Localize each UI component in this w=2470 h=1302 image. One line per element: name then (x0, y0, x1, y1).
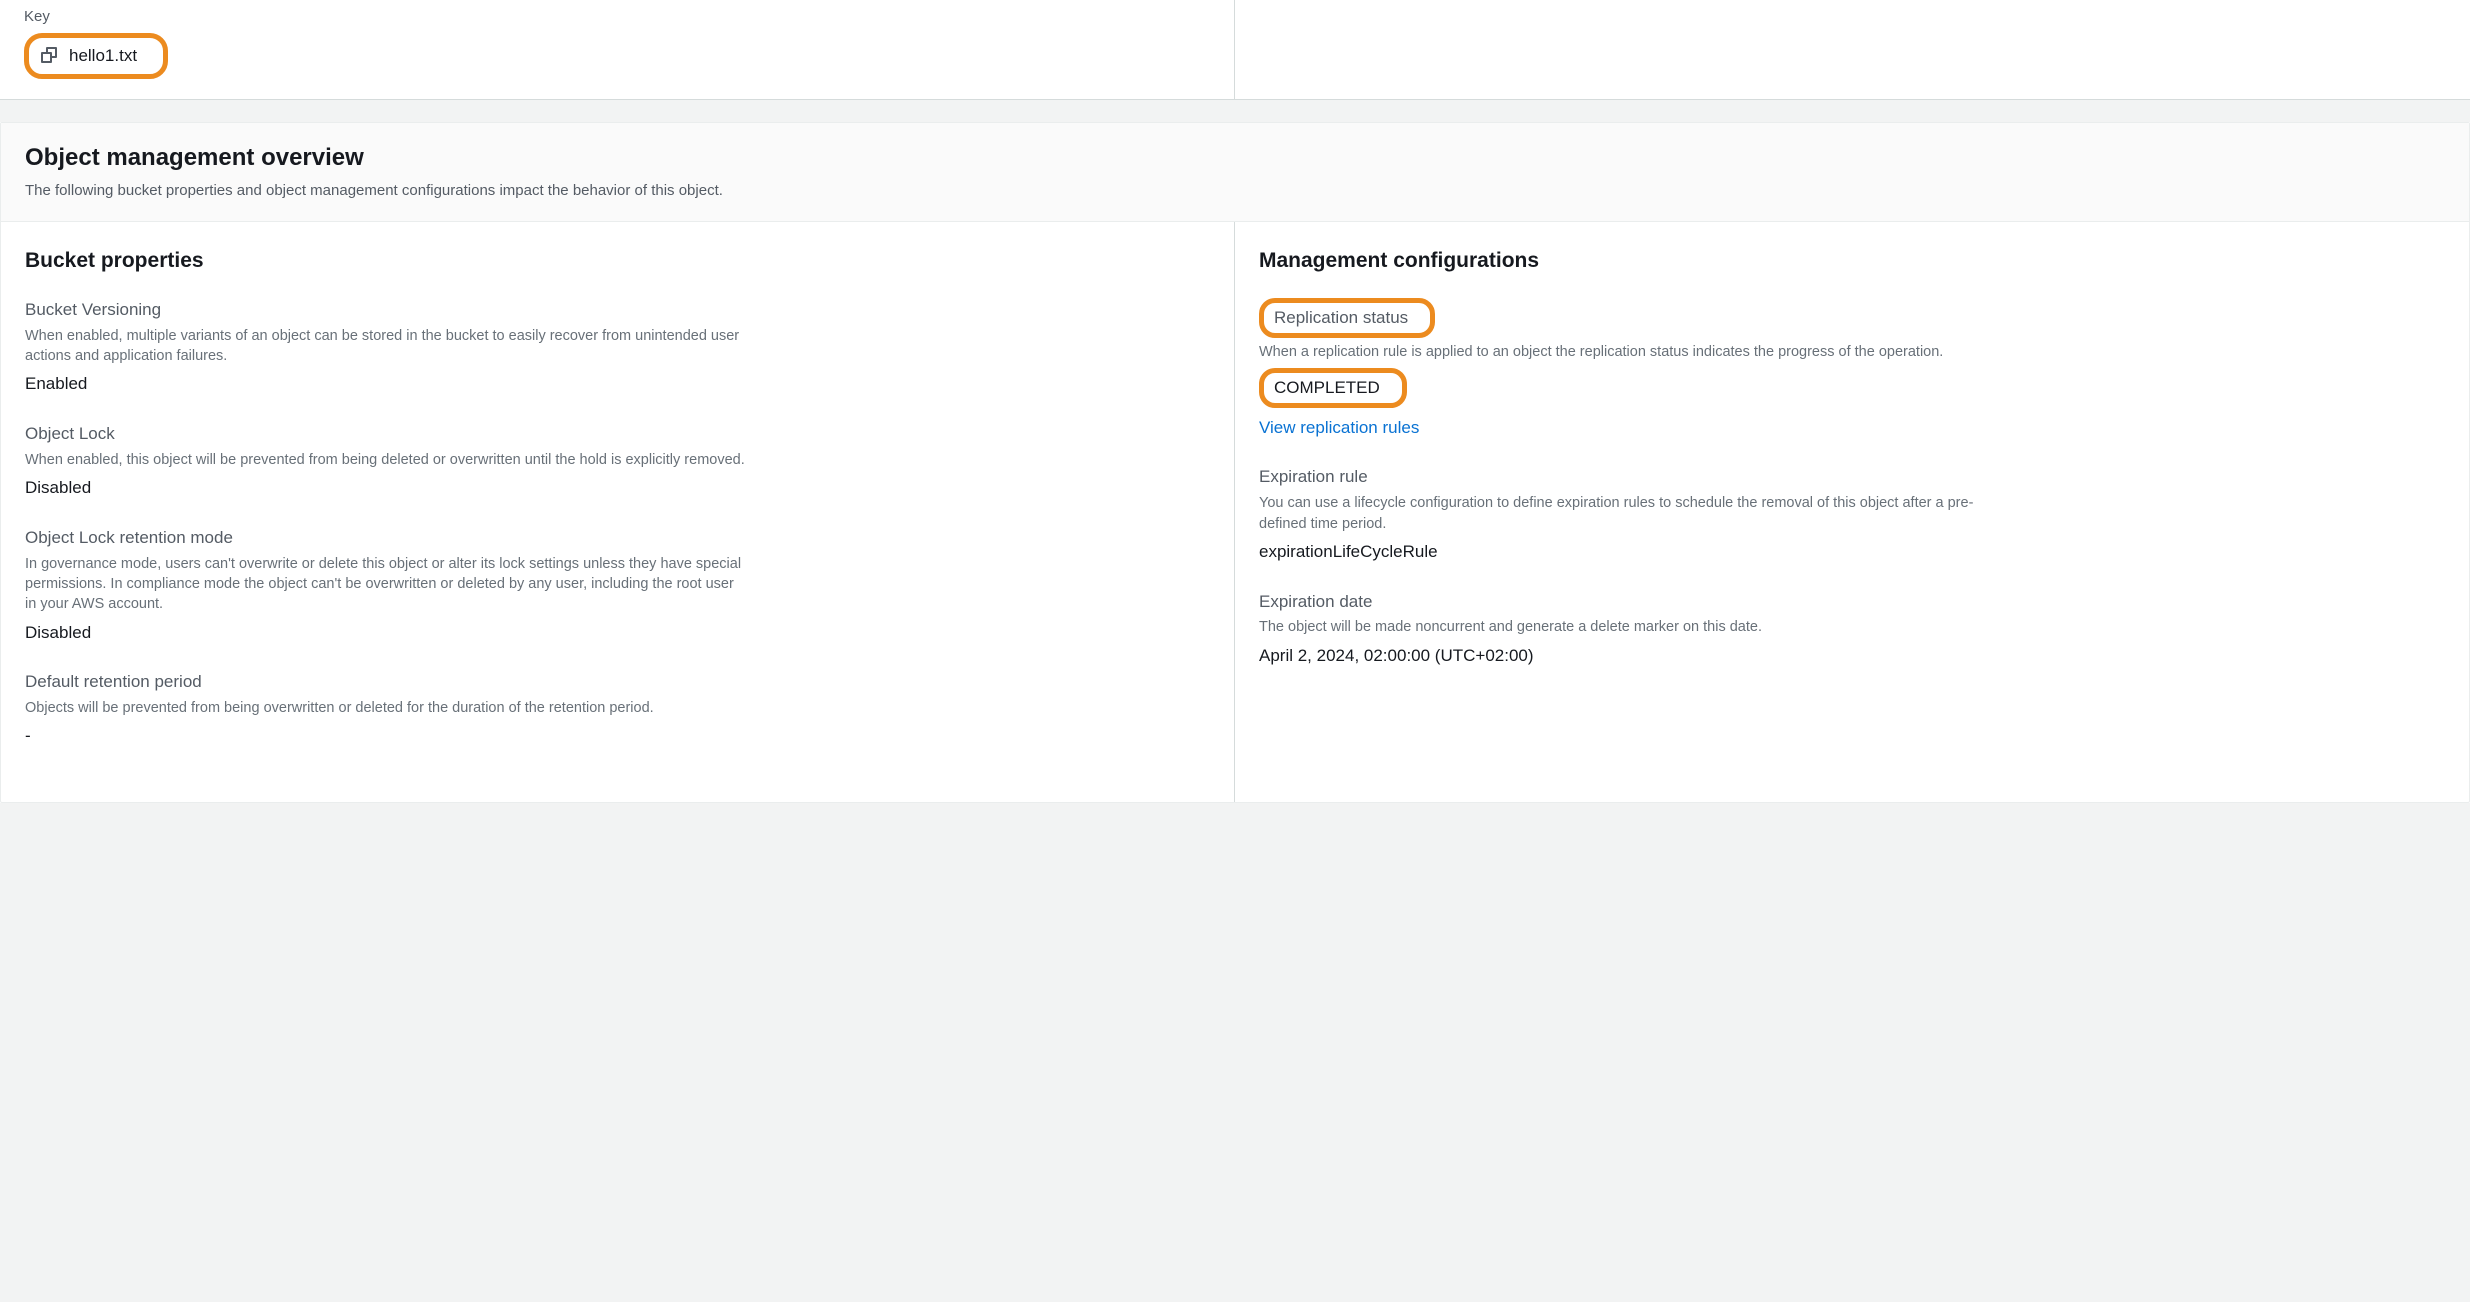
default-retention-block: Default retention period Objects will be… (25, 670, 1210, 748)
default-retention-desc: Objects will be prevented from being ove… (25, 698, 745, 718)
retention-mode-label: Object Lock retention mode (25, 526, 1210, 550)
default-retention-value: - (25, 724, 1210, 748)
page: Key hello1.txt Object management overvie… (0, 0, 2470, 803)
replication-value-highlight: COMPLETED (1259, 368, 1407, 408)
expiration-date-value: April 2, 2024, 02:00:00 (UTC+02:00) (1259, 644, 2445, 668)
overview-columns: Bucket properties Bucket Versioning When… (1, 222, 2469, 802)
expiration-rule-label: Expiration rule (1259, 465, 2445, 489)
management-config-title: Management configurations (1259, 246, 2445, 275)
retention-mode-desc: In governance mode, users can't overwrit… (25, 554, 745, 615)
view-replication-rules-link[interactable]: View replication rules (1259, 416, 1419, 440)
bucket-properties-column: Bucket properties Bucket Versioning When… (1, 222, 1235, 802)
object-lock-block: Object Lock When enabled, this object wi… (25, 422, 1210, 500)
management-config-column: Management configurations Replication st… (1235, 222, 2469, 802)
key-section: Key hello1.txt (0, 0, 1235, 99)
replication-status-desc: When a replication rule is applied to an… (1259, 342, 1979, 362)
expiration-date-desc: The object will be made noncurrent and g… (1259, 617, 1979, 637)
top-right-section (1235, 0, 2470, 99)
overview-title: Object management overview (25, 141, 2445, 175)
object-lock-label: Object Lock (25, 422, 1210, 446)
overview-panel: Object management overview The following… (0, 122, 2470, 803)
bucket-versioning-label: Bucket Versioning (25, 298, 1210, 322)
bucket-properties-title: Bucket properties (25, 246, 1210, 275)
retention-mode-block: Object Lock retention mode In governance… (25, 526, 1210, 644)
key-label: Key (24, 6, 1210, 27)
bucket-versioning-desc: When enabled, multiple variants of an ob… (25, 326, 745, 367)
overview-header: Object management overview The following… (1, 123, 2469, 223)
default-retention-label: Default retention period (25, 670, 1210, 694)
object-lock-value: Disabled (25, 476, 1210, 500)
replication-status-block: Replication status When a replication ru… (1259, 298, 2445, 440)
object-lock-desc: When enabled, this object will be preven… (25, 450, 745, 470)
replication-status-value: COMPLETED (1274, 378, 1380, 397)
retention-mode-value: Disabled (25, 621, 1210, 645)
overview-subtitle: The following bucket properties and obje… (25, 180, 2445, 201)
top-panel: Key hello1.txt (0, 0, 2470, 100)
copy-icon (41, 47, 59, 65)
key-value: hello1.txt (69, 44, 137, 68)
expiration-rule-desc: You can use a lifecycle configuration to… (1259, 493, 1979, 534)
expiration-rule-block: Expiration rule You can use a lifecycle … (1259, 465, 2445, 563)
expiration-date-label: Expiration date (1259, 590, 2445, 614)
key-copy-button[interactable]: hello1.txt (24, 33, 168, 79)
bucket-versioning-block: Bucket Versioning When enabled, multiple… (25, 298, 1210, 396)
expiration-date-block: Expiration date The object will be made … (1259, 590, 2445, 668)
panel-gap (0, 100, 2470, 122)
bucket-versioning-value: Enabled (25, 372, 1210, 396)
replication-status-highlight: Replication status (1259, 298, 1435, 338)
expiration-rule-value: expirationLifeCycleRule (1259, 540, 2445, 564)
replication-status-label: Replication status (1274, 308, 1408, 327)
